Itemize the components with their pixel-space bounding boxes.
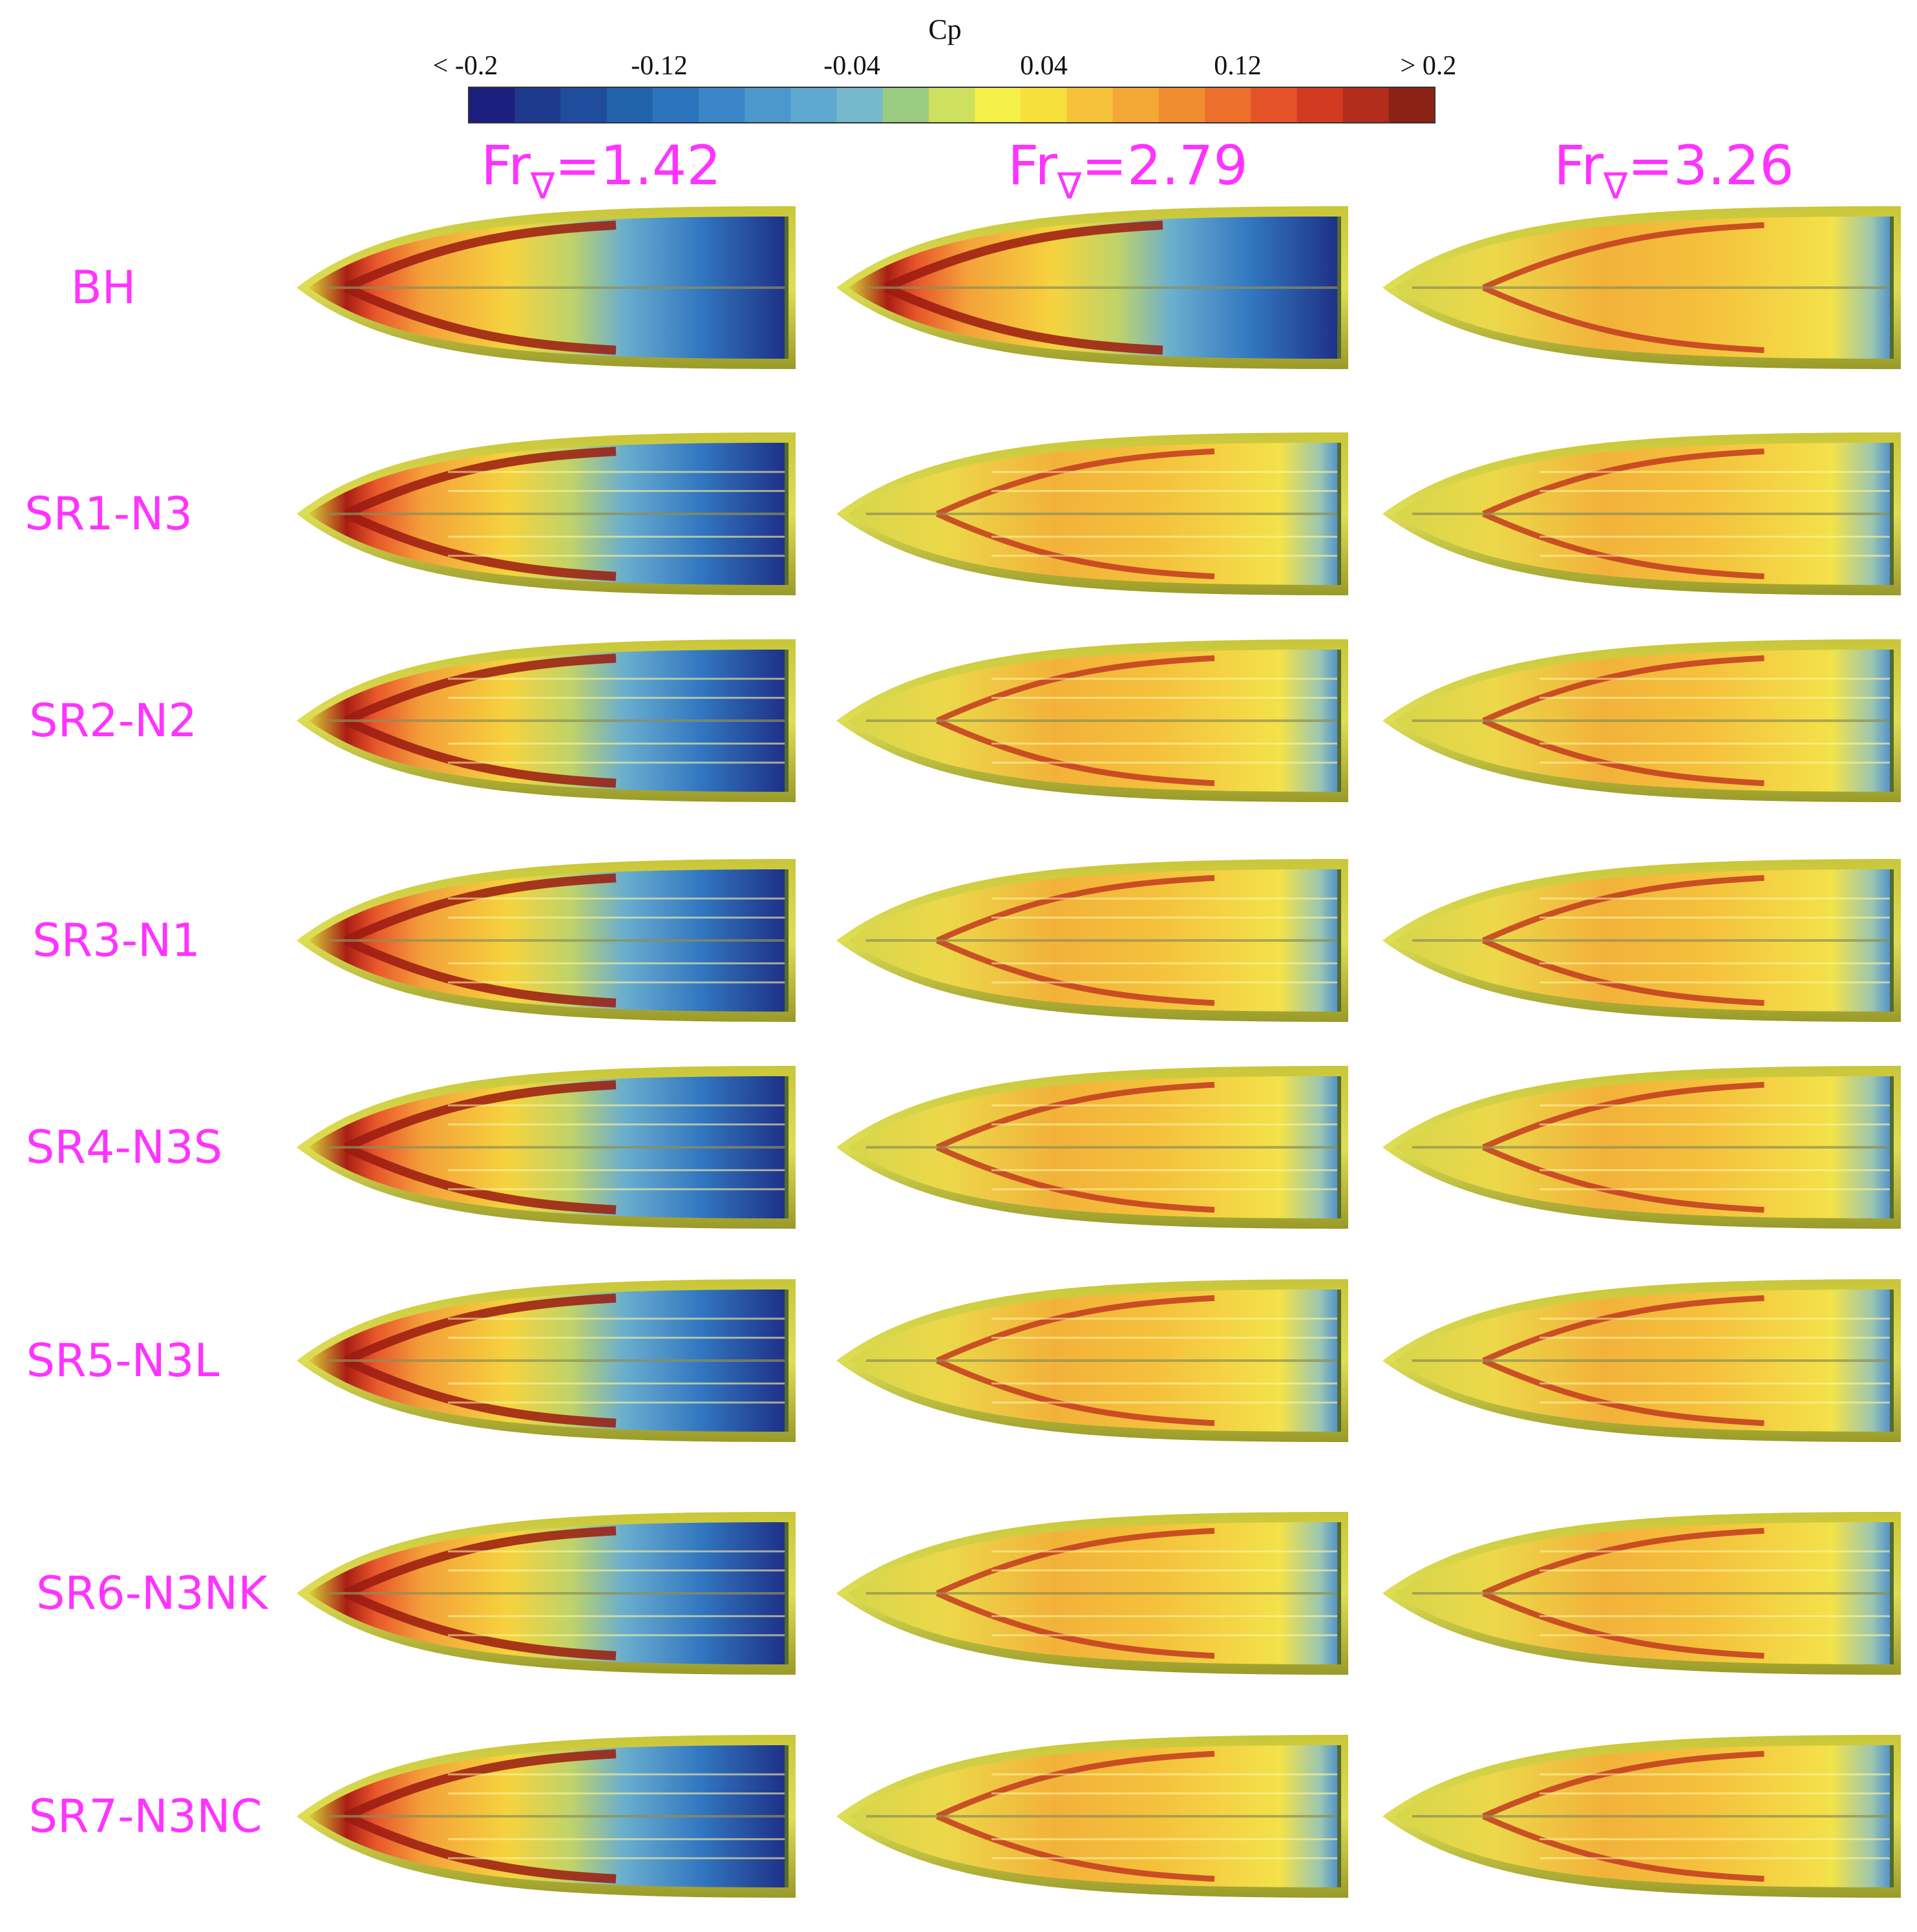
high-pressure-line [344,653,617,788]
column-header: Fr∇=1.42 [481,134,721,207]
high-pressure-line [1482,1527,1764,1659]
high-pressure-line [1482,1750,1764,1882]
row-label: SR7-N3NC [28,1790,262,1843]
high-pressure-line [936,1295,1215,1427]
hull-contour-panel [836,1735,1348,1898]
hull-contour-panel [836,1066,1348,1229]
colorbar-swatch [836,87,884,123]
hull-contour-panel [297,859,796,1022]
high-pressure-line [936,1750,1215,1882]
colorbar-swatch [1112,87,1160,123]
column-header-symbol: Fr [1554,134,1604,197]
colorbar-swatch [652,87,699,123]
high-pressure-line [1482,655,1764,787]
hull-contour-panel [1382,1512,1901,1675]
colorbar-swatch [469,87,515,123]
colorbar-title: Cp [928,14,961,45]
high-pressure-line [1482,1295,1764,1427]
hull-contour-panel [1382,639,1901,802]
high-pressure-line [936,655,1215,787]
column-header-subscript: ∇ [530,165,555,207]
hull-contour-panel [836,432,1348,595]
cp-colorbar: Cp < -0.2 -0.12 -0.04 0.04 0.12 > 0.2 [433,14,1457,123]
colorbar-swatch [975,87,1021,123]
colorbar-swatch [698,87,745,123]
colorbar-swatch [1205,87,1251,123]
high-pressure-line [344,220,617,355]
high-pressure-line [344,1749,617,1884]
hull-contour-panel [297,1066,796,1229]
column-header-symbol: Fr [1008,134,1057,197]
hull-contour-panel [297,639,796,802]
hull-contour-panel [1382,1066,1901,1229]
high-pressure-line [936,1527,1215,1659]
hull-contour-panel [297,432,796,595]
colorbar-swatch [1158,87,1205,123]
colorbar-swatch [882,87,929,123]
high-pressure-line [1482,875,1764,1006]
colorbar-swatch [1297,87,1344,123]
high-pressure-line [1482,1081,1764,1213]
colorbar-tick-label: -0.12 [631,51,688,81]
colorbar-tick-label: -0.04 [823,51,880,81]
column-header-symbol: Fr [481,134,531,197]
colorbar-tick-label: 0.12 [1214,51,1262,81]
colorbar-swatch [606,87,653,123]
high-pressure-line [344,1293,617,1428]
hull-contour-panel [836,859,1348,1022]
row-label: BH [71,261,136,314]
column-header: Fr∇=3.26 [1554,134,1794,207]
column-header-subscript: ∇ [1603,165,1628,207]
colorbar-tick-label: 0.04 [1020,51,1068,81]
colorbar-swatch [560,87,608,123]
high-pressure-line [884,220,1163,355]
hull-contour-panel [1382,206,1901,369]
hull-contour-panel [297,1279,796,1442]
colorbar-swatch [790,87,838,123]
column-header-value: =1.42 [555,134,721,197]
high-pressure-line [344,1080,617,1215]
column-header-value: =3.26 [1627,134,1794,197]
colorbar-swatch [1251,87,1298,123]
column-header: Fr∇=2.79 [1008,134,1248,207]
high-pressure-line [936,448,1215,580]
hull-contour-panel [836,639,1348,802]
colorbar-tick-label: > 0.2 [1401,51,1457,81]
hull-contour-panel [1382,859,1901,1022]
colorbar-frame [468,87,1435,123]
row-label: SR3-N1 [32,914,200,967]
high-pressure-line [936,1081,1215,1213]
hull-contour-panel [297,1512,796,1675]
colorbar-swatch [928,87,975,123]
hull-contour-panel [836,1512,1348,1675]
high-pressure-line [1482,222,1764,354]
high-pressure-line [344,873,617,1008]
hull-contour-panel [1382,1735,1901,1898]
hull-contour-panel [297,206,796,369]
row-label: SR1-N3 [25,487,193,540]
colorbar-swatch [745,87,791,123]
colorbar-swatch [1021,87,1068,123]
colorbar-swatch [1388,87,1435,123]
hull-contour-panel [297,1735,796,1898]
high-pressure-line [936,875,1215,1006]
high-pressure-line [1482,448,1764,580]
hull-contour-panel [1382,1279,1901,1442]
column-header-value: =2.79 [1081,134,1247,197]
column-header-subscript: ∇ [1057,165,1082,207]
colorbar-tick-label: < -0.2 [433,51,498,81]
row-label: SR2-N2 [29,694,197,747]
high-pressure-line [344,447,617,581]
row-label: SR4-N3S [26,1121,222,1174]
high-pressure-line [344,1526,617,1661]
row-label: SR5-N3L [26,1334,220,1387]
colorbar-swatch [514,87,561,123]
colorbar-swatch [1066,87,1114,123]
hull-contour-panel [836,206,1348,369]
hull-contour-panel [1382,432,1901,595]
colorbar-swatch [1342,87,1390,123]
hull-contour-panel [836,1279,1348,1442]
row-label: SR6-N3NK [36,1567,269,1620]
